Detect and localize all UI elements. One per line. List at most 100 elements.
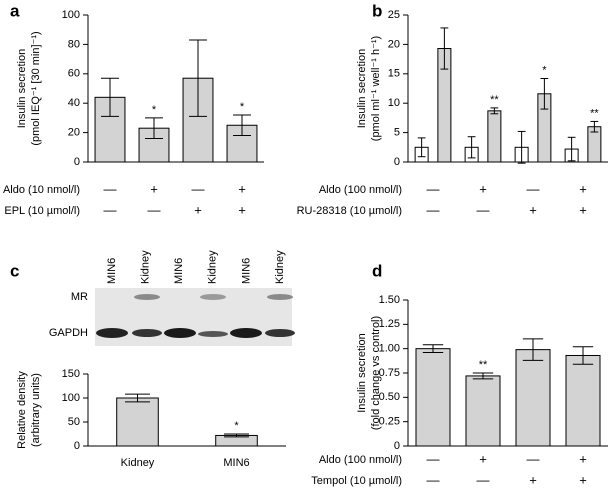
condition-symbol: + <box>579 451 587 466</box>
condition-symbol: — <box>477 202 490 217</box>
y-axis-label: Insulin secretion <box>356 49 368 129</box>
y-tick-label: 50 <box>68 416 80 428</box>
blot-band <box>230 328 262 338</box>
condition-label: Aldo (10 nmol/l) <box>3 184 80 196</box>
lane-label: Kidney <box>207 250 219 284</box>
y-tick-label: 0.50 <box>379 391 400 403</box>
significance-mark: ** <box>490 94 499 106</box>
y-tick-label: 25 <box>388 9 400 21</box>
blot-row-label: MR <box>71 291 88 303</box>
y-axis-label: (arbitrary units) <box>30 373 42 447</box>
condition-symbol: — <box>527 181 540 196</box>
condition-symbol: + <box>579 202 587 217</box>
x-tick-label: Kidney <box>121 457 155 469</box>
y-tick-label: 20 <box>388 38 400 50</box>
lane-label: Kidney <box>140 250 152 284</box>
condition-symbol: — <box>104 202 117 217</box>
blot-band <box>267 294 293 300</box>
y-axis-label: Insulin secretion <box>356 333 368 413</box>
blot-row-label: GAPDH <box>49 327 88 339</box>
panel-letter: b <box>372 1 382 20</box>
y-tick-label: 0.75 <box>379 367 400 379</box>
significance-mark: ** <box>590 107 599 119</box>
y-tick-label: 100 <box>62 9 80 21</box>
significance-mark: * <box>152 104 157 116</box>
blot-band <box>134 294 160 300</box>
y-tick-label: 0 <box>74 156 80 168</box>
lane-label: Kidney <box>274 250 286 284</box>
condition-symbol: — <box>527 451 540 466</box>
lane-label: MIN6 <box>240 258 252 284</box>
condition-symbol: — <box>192 181 205 196</box>
y-tick-label: 10 <box>388 97 400 109</box>
condition-symbol: — <box>427 472 440 487</box>
condition-symbol: — <box>427 202 440 217</box>
condition-symbol: + <box>238 181 246 196</box>
blot-band <box>164 328 196 338</box>
y-tick-label: 1.00 <box>379 343 400 355</box>
condition-label: RU-28318 (10 µmol/l) <box>297 205 402 217</box>
x-tick-label: MIN6 <box>223 457 249 469</box>
y-tick-label: 15 <box>388 68 400 80</box>
significance-mark: * <box>542 64 547 76</box>
y-tick-label: 1.25 <box>379 318 400 330</box>
blot-band <box>198 331 228 337</box>
bar <box>465 375 501 447</box>
lane-label: MIN6 <box>106 258 118 284</box>
bar <box>415 348 451 447</box>
blot-band <box>132 329 162 337</box>
condition-symbol: + <box>529 472 537 487</box>
y-axis-label: (pmol IEQ⁻¹ [30 min]⁻¹) <box>30 31 42 145</box>
y-tick-label: 20 <box>68 127 80 139</box>
y-axis-label: Insulin secretion <box>16 49 28 129</box>
y-tick-label: 150 <box>62 368 80 380</box>
y-tick-label: 40 <box>68 97 80 109</box>
blot-band <box>96 328 128 338</box>
bar <box>487 110 502 163</box>
condition-symbol: + <box>529 202 537 217</box>
y-tick-label: 5 <box>394 127 400 139</box>
bar <box>565 354 601 447</box>
significance-mark: ** <box>479 359 488 371</box>
condition-symbol: + <box>479 451 487 466</box>
y-axis-label: (fold change vs control) <box>370 316 382 430</box>
condition-symbol: + <box>150 181 158 196</box>
condition-label: Tempol (10 µmol/l) <box>311 475 402 487</box>
condition-symbol: + <box>479 181 487 196</box>
western-blot <box>95 288 295 346</box>
y-tick-label: 0 <box>74 440 80 452</box>
y-axis-label: Relative density <box>16 371 28 449</box>
lane-label: MIN6 <box>173 258 185 284</box>
condition-label: EPL (10 µmol/l) <box>4 205 80 217</box>
panel-letter: a <box>10 1 20 20</box>
panel-letter: c <box>10 261 19 280</box>
y-tick-label: 0 <box>394 440 400 452</box>
bar <box>515 349 551 447</box>
condition-symbol: — <box>427 451 440 466</box>
bar <box>116 397 159 447</box>
significance-mark: * <box>234 420 239 432</box>
condition-symbol: — <box>427 181 440 196</box>
condition-symbol: + <box>194 202 202 217</box>
y-tick-label: 0.25 <box>379 416 400 428</box>
panel-letter: d <box>372 261 382 280</box>
condition-label: Aldo (100 nmol/l) <box>319 184 402 196</box>
blot-band <box>200 294 226 300</box>
y-tick-label: 0 <box>394 156 400 168</box>
blot-band <box>265 329 295 337</box>
condition-symbol: + <box>579 472 587 487</box>
blot-membrane <box>95 288 292 346</box>
y-axis-label: (pmol ml⁻¹ well⁻¹ h⁻¹) <box>370 36 382 141</box>
y-tick-label: 80 <box>68 38 80 50</box>
condition-symbol: + <box>579 181 587 196</box>
condition-symbol: + <box>238 202 246 217</box>
y-tick-label: 100 <box>62 392 80 404</box>
condition-symbol: — <box>477 472 490 487</box>
condition-symbol: — <box>104 181 117 196</box>
y-tick-label: 1.50 <box>379 294 400 306</box>
significance-mark: * <box>240 101 245 113</box>
condition-symbol: — <box>148 202 161 217</box>
y-tick-label: 60 <box>68 68 80 80</box>
condition-label: Aldo (100 nmol/l) <box>319 454 402 466</box>
